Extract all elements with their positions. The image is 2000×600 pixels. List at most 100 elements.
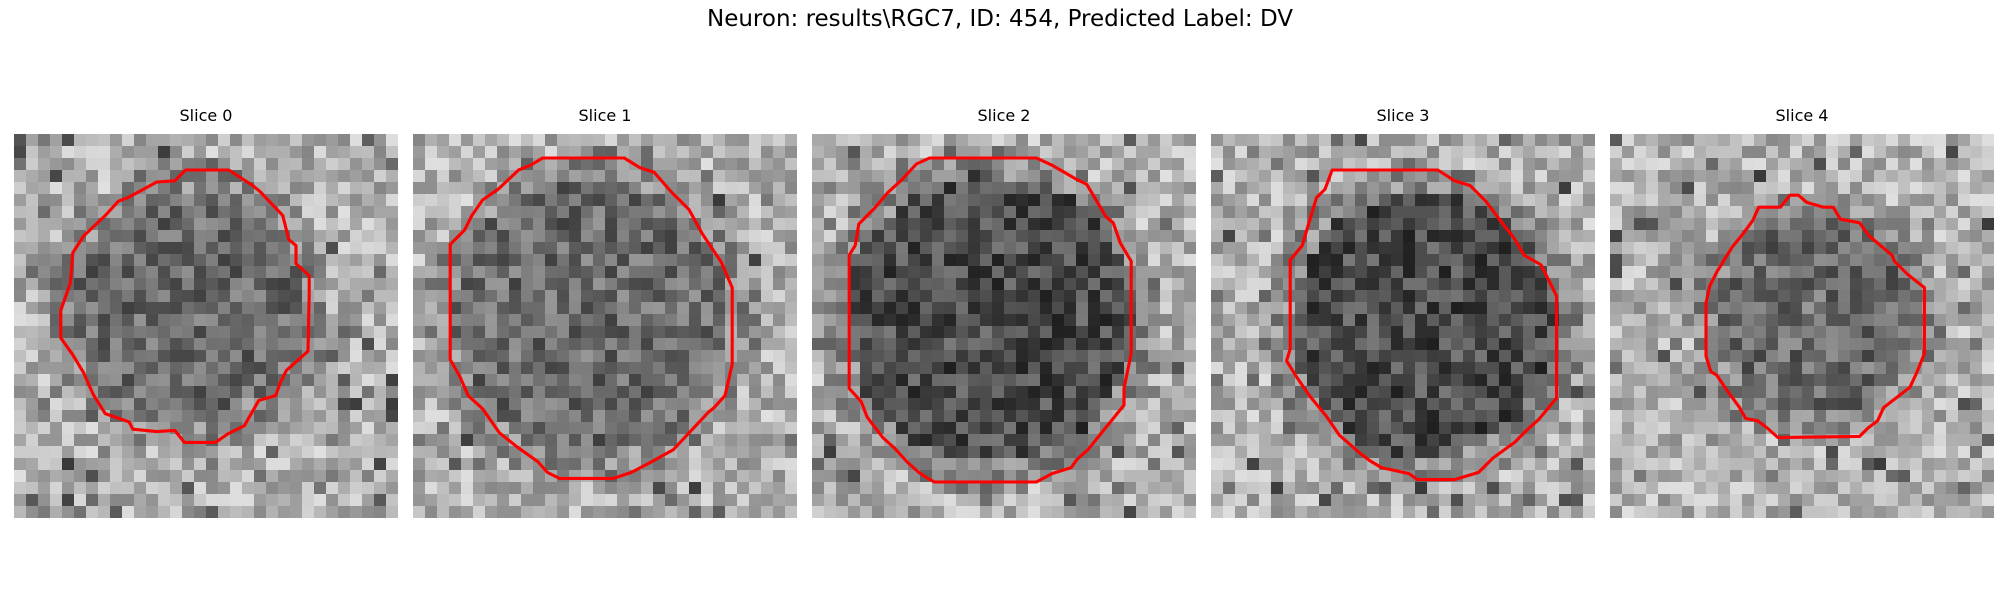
pixel [1343, 326, 1355, 338]
pixel [1172, 206, 1184, 218]
pixel [1523, 158, 1535, 170]
pixel [1343, 254, 1355, 266]
pixel [1730, 374, 1742, 386]
pixel [1766, 242, 1778, 254]
pixel [1172, 134, 1184, 146]
pixel [74, 470, 86, 482]
pixel [1814, 314, 1826, 326]
pixel [1583, 218, 1595, 230]
pixel [1184, 230, 1196, 242]
pixel [242, 302, 254, 314]
pixel [1934, 410, 1946, 422]
pixel [1088, 314, 1100, 326]
pixel [1658, 446, 1670, 458]
pixel [278, 170, 290, 182]
pixel [1547, 470, 1559, 482]
pixel [497, 482, 509, 494]
pixel [1982, 194, 1994, 206]
pixel [1670, 326, 1682, 338]
pixel [302, 374, 314, 386]
pixel [1718, 146, 1730, 158]
pixel [1583, 230, 1595, 242]
pixel [908, 302, 920, 314]
pixel [134, 242, 146, 254]
pixel [170, 254, 182, 266]
pixel [824, 206, 836, 218]
pixel [1223, 326, 1235, 338]
pixel [1319, 158, 1331, 170]
pixel [1583, 422, 1595, 434]
pixel [1259, 278, 1271, 290]
pixel [1766, 386, 1778, 398]
pixel [1778, 386, 1790, 398]
pixel [1295, 446, 1307, 458]
pixel [1559, 386, 1571, 398]
pixel [617, 482, 629, 494]
pixel [1571, 158, 1583, 170]
pixel [437, 134, 449, 146]
pixel [980, 194, 992, 206]
pixel [1571, 326, 1583, 338]
pixel [1634, 302, 1646, 314]
pixel [1886, 278, 1898, 290]
pixel [521, 242, 533, 254]
pixel [737, 410, 749, 422]
pixel [326, 254, 338, 266]
pixel [1970, 266, 1982, 278]
pixel [1646, 434, 1658, 446]
pixel [374, 242, 386, 254]
pixel [1112, 350, 1124, 362]
pixel [749, 398, 761, 410]
pixel [314, 350, 326, 362]
pixel [62, 170, 74, 182]
pixel [557, 170, 569, 182]
pixel [1694, 398, 1706, 410]
pixel [242, 326, 254, 338]
pixel [1367, 242, 1379, 254]
pixel [362, 314, 374, 326]
pixel [1355, 158, 1367, 170]
pixel [1754, 326, 1766, 338]
pixel [350, 230, 362, 242]
pixel [158, 386, 170, 398]
pixel [725, 470, 737, 482]
pixel [1451, 302, 1463, 314]
pixel [206, 158, 218, 170]
pixel [170, 194, 182, 206]
pixel [1211, 398, 1223, 410]
pixel [230, 434, 242, 446]
pixel [1259, 434, 1271, 446]
pixel [1379, 494, 1391, 506]
pixel [824, 458, 836, 470]
pixel [158, 458, 170, 470]
pixel [1802, 242, 1814, 254]
pixel [569, 194, 581, 206]
pixel [158, 434, 170, 446]
pixel [836, 242, 848, 254]
pixel [1934, 146, 1946, 158]
pixel [872, 470, 884, 482]
pixel [62, 494, 74, 506]
pixel [569, 230, 581, 242]
pixel [218, 170, 230, 182]
pixel [326, 386, 338, 398]
pixel [1415, 506, 1427, 518]
pixel [629, 302, 641, 314]
pixel [617, 206, 629, 218]
pixel [992, 254, 1004, 266]
pixel [326, 374, 338, 386]
pixel [266, 242, 278, 254]
pixel [1754, 314, 1766, 326]
pixel [1148, 482, 1160, 494]
pixel [1391, 338, 1403, 350]
pixel [1064, 134, 1076, 146]
pixel [1547, 182, 1559, 194]
pixel [1958, 218, 1970, 230]
pixel [641, 182, 653, 194]
pixel [1862, 314, 1874, 326]
pixel [254, 290, 266, 302]
pixel [1982, 410, 1994, 422]
pixel [521, 230, 533, 242]
pixel [122, 326, 134, 338]
pixel [314, 434, 326, 446]
